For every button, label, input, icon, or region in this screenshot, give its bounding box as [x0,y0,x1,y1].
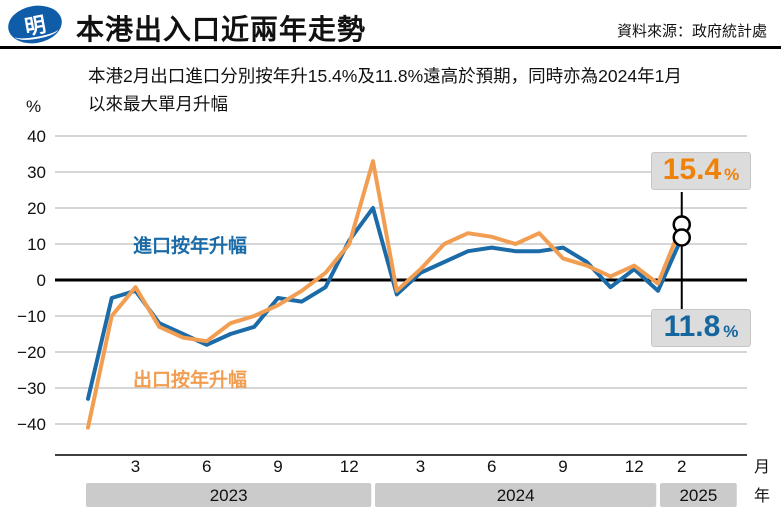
import-series-label: 進口按年升幅 [133,236,248,257]
x-tick-label: 3 [131,457,140,476]
header-divider [0,46,781,49]
x-tick-label: 3 [416,457,425,476]
y-tick-label: 0 [37,271,46,290]
x-tick-label: 6 [202,457,211,476]
year-band [375,483,657,507]
x-tick-label: 9 [558,457,567,476]
x-tick-label: 6 [487,457,496,476]
chart-subtitle: 本港2月出口進口分別按年升15.4%及11.8%遠高於預期，同時亦為2024年1… [88,66,682,115]
import-callout: 11.8 % [651,309,751,347]
y-tick-label: −30 [17,379,46,398]
logo-text: 明 [22,12,48,40]
y-tick-label: −10 [17,307,46,326]
y-tick-label: 20 [27,199,46,218]
year-band [86,483,372,507]
x-tick-label: 12 [340,457,359,476]
y-tick-label: 40 [27,127,46,146]
export-line [86,159,684,430]
export-callout: 15.4 % [651,152,751,190]
x-axis-unit-month: 月 [754,459,770,476]
x-tick-label: 12 [625,457,644,476]
x-tick-label: 2 [677,457,686,476]
data-source-label: 資料來源：政府統計處 [616,23,767,40]
y-tick-label: −20 [17,343,46,362]
y-tick-label: −40 [17,415,46,434]
line-chart: 40 30 20 10 0 −10 −20 −30 −40 3 6 9 12 3 6 9 12 2 月 2023 202… [17,127,770,507]
export-callout-unit: % [724,165,740,184]
x-tick-label: 9 [273,457,282,476]
year-band-label: 2023 [210,486,248,505]
import-callout-unit: % [723,322,739,341]
import-callout-value: 11.8 [663,310,721,343]
year-band [660,483,737,507]
y-axis-unit-label: % [26,97,42,116]
import-line [86,206,684,401]
y-tick-label: 10 [27,235,46,254]
x-axis-unit-year: 年 [754,487,770,505]
mingpao-logo: 明 [5,1,65,48]
import-endpoint-ring [672,228,691,247]
page-title: 本港出入口近兩年走勢 [76,14,367,45]
y-tick-label: 30 [27,163,46,182]
export-series-label: 出口按年升幅 [133,370,248,391]
year-band-label: 2025 [679,486,717,505]
export-callout-value: 15.4 [662,153,722,186]
year-band-label: 2024 [497,486,535,505]
